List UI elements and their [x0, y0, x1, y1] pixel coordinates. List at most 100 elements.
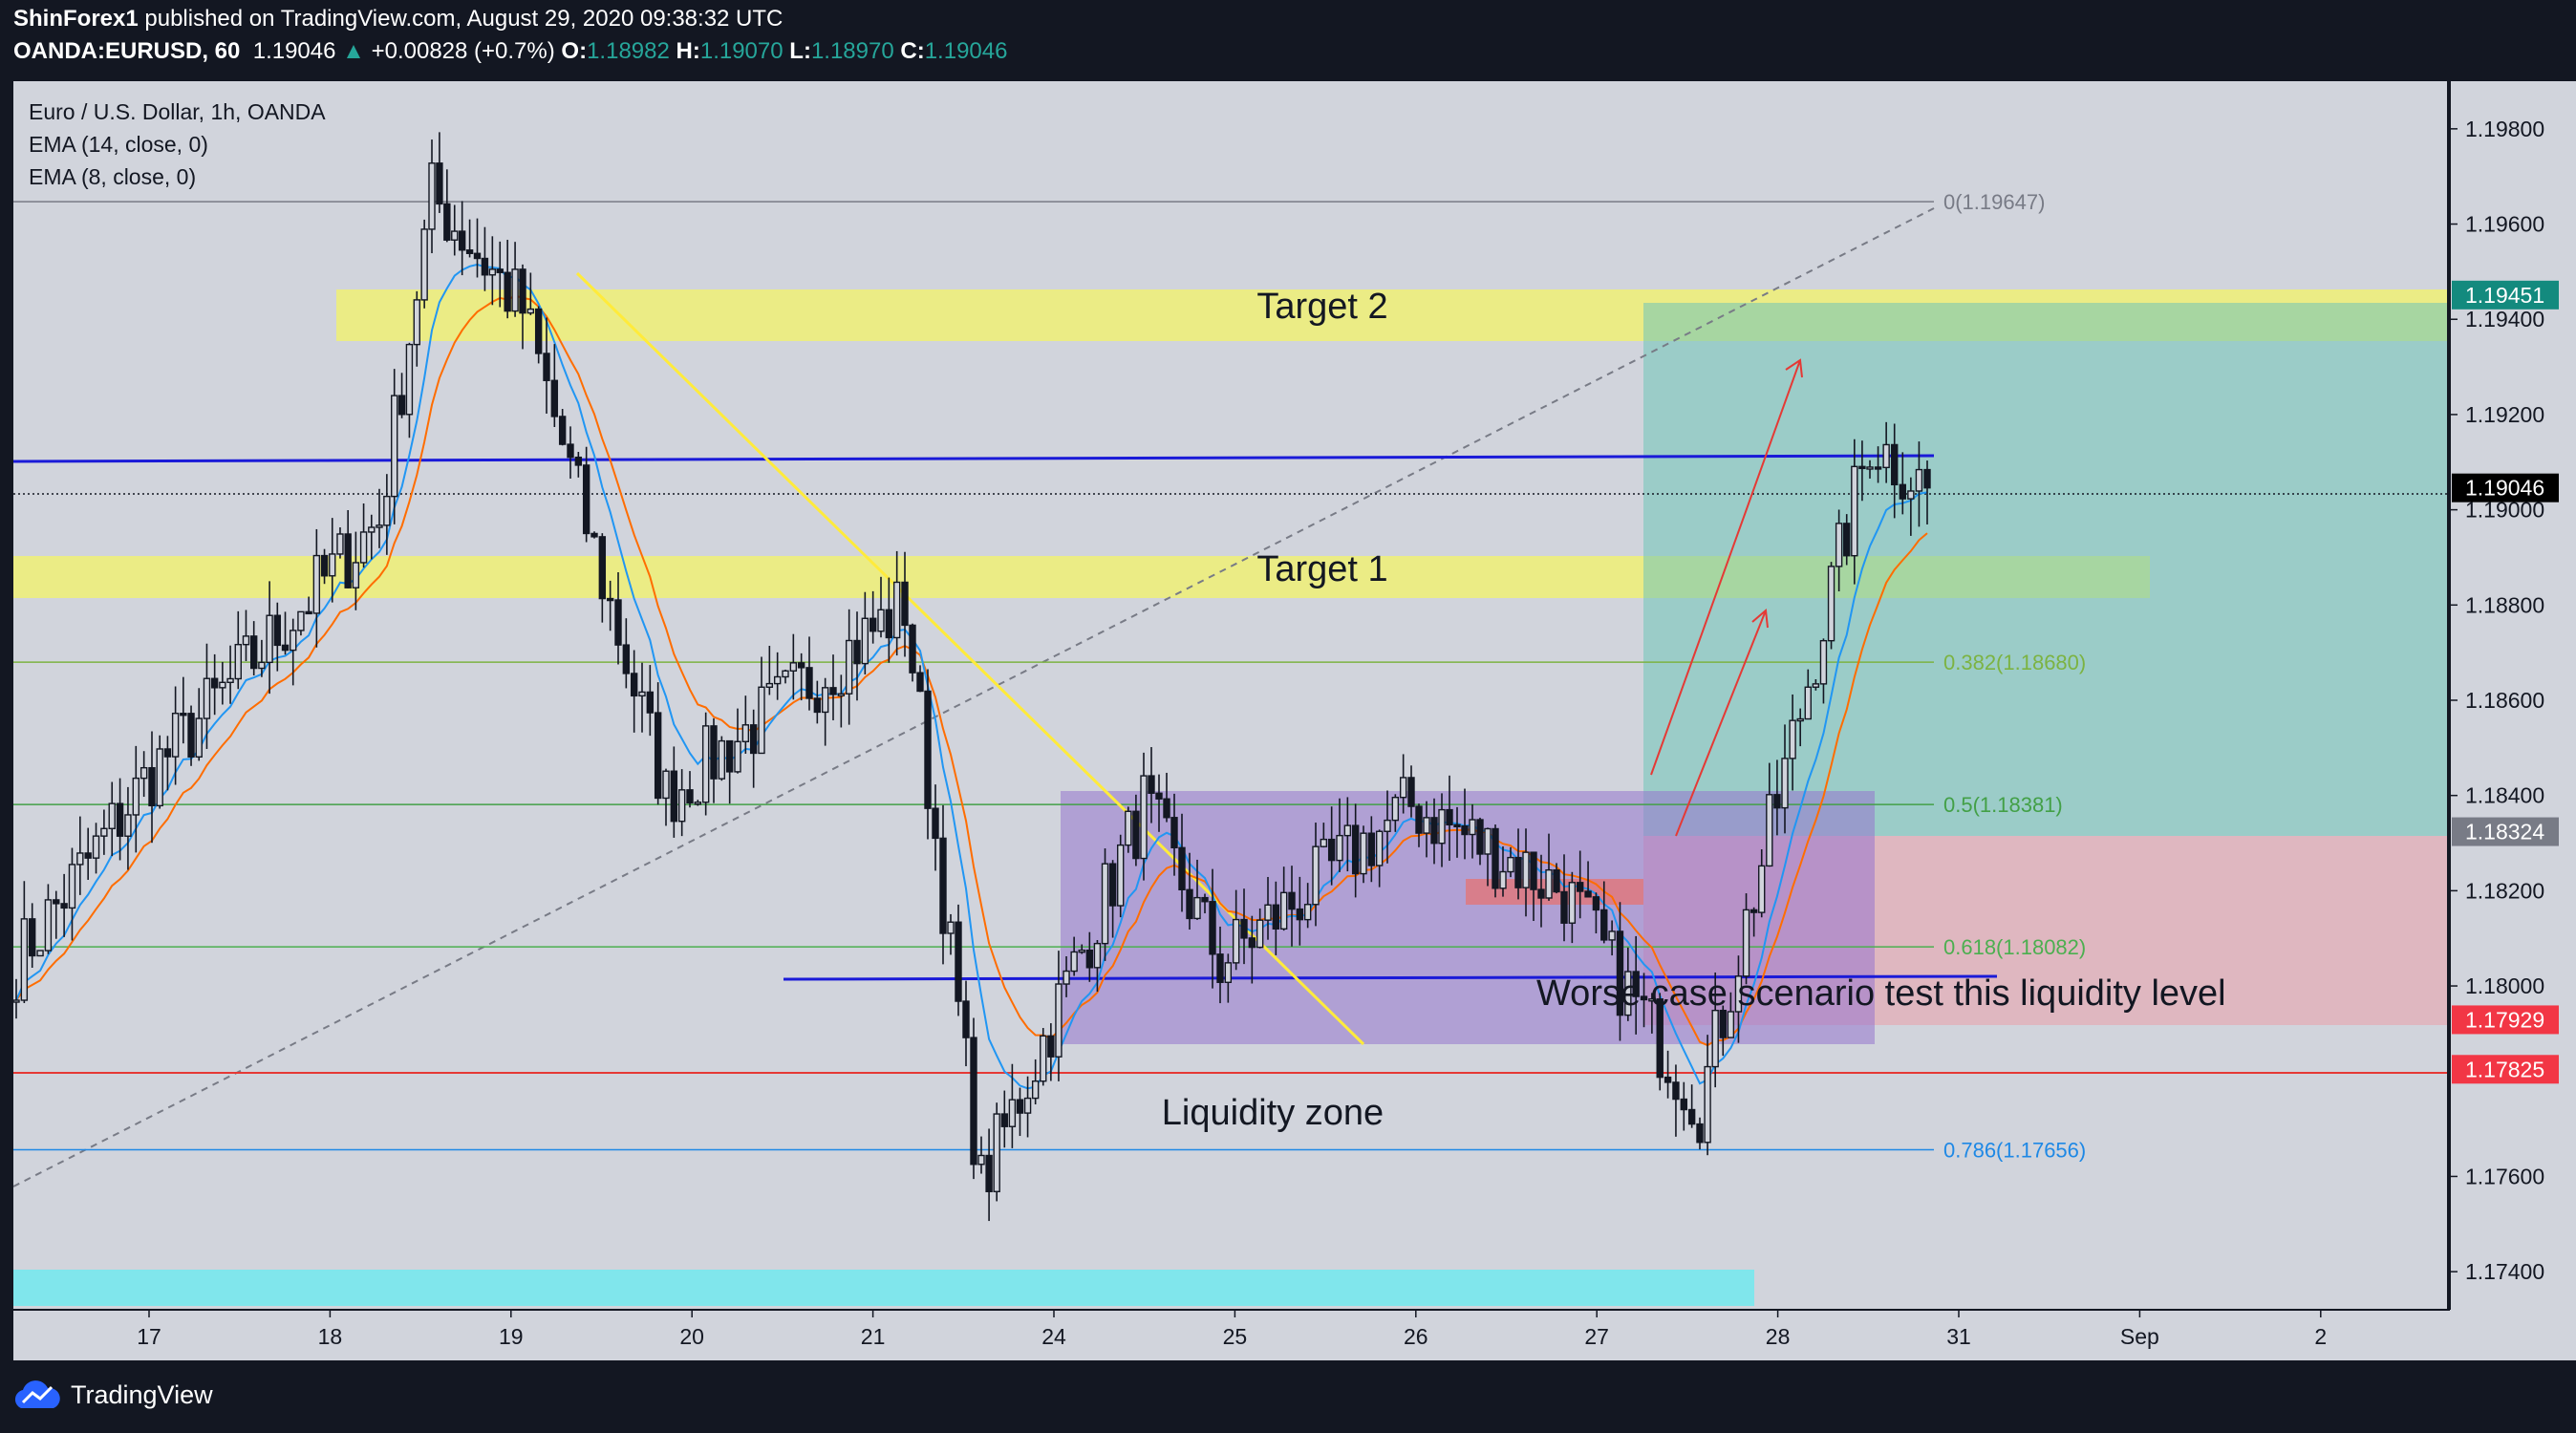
liquidity-zone-label: Liquidity zone — [1162, 1093, 1384, 1133]
y-tick-label-6: 1.18600 — [2465, 688, 2544, 713]
candle-body — [861, 617, 869, 665]
candle-body — [686, 789, 694, 804]
close-label: C: — [900, 38, 925, 64]
candle-body — [100, 827, 108, 837]
candle-body — [829, 687, 837, 695]
tradingview-logo[interactable]: TradingView — [11, 1380, 213, 1410]
candle-body — [543, 353, 550, 381]
candle-body — [124, 814, 132, 837]
chart-pane[interactable]: 0(1.19647) 0.382(1.18680) 0.5(1.18381) 0.61… — [12, 81, 2450, 1310]
candle-body — [297, 610, 305, 631]
price-tag-3 — [2452, 1005, 2559, 1035]
candle-body — [1047, 1035, 1055, 1058]
candle-body — [662, 770, 670, 800]
candle-body — [60, 903, 68, 909]
candle-body — [1296, 908, 1304, 921]
candle-body — [1758, 865, 1766, 913]
candle-body — [1132, 810, 1140, 860]
price-tag-2 — [2452, 817, 2559, 846]
candle-body — [916, 672, 924, 693]
candle-body — [749, 724, 758, 755]
projection-arrow-1 — [1650, 359, 1801, 776]
candle-body — [1530, 851, 1537, 890]
candle-body — [1680, 1098, 1687, 1111]
candle-body — [638, 691, 646, 697]
candle-body — [1704, 1065, 1711, 1144]
candle-body — [458, 230, 466, 251]
time-axis-labels: 17 18 19 20 21 24 25 26 27 28 31 Sep 2 — [137, 1310, 2327, 1349]
candle-body — [734, 740, 741, 773]
candle-body — [598, 536, 607, 600]
candle-body — [180, 713, 187, 716]
candle-body — [1438, 808, 1446, 845]
candle-body — [1108, 863, 1117, 907]
target-1-label: Target 1 — [1256, 549, 1387, 589]
candle-body — [397, 395, 406, 416]
close-value: 1.19046 — [924, 38, 1008, 64]
candle-body — [451, 230, 459, 241]
candle-body — [12, 999, 20, 1003]
candle-body — [1476, 819, 1484, 855]
candle-body — [955, 921, 962, 1002]
candle-body — [590, 532, 598, 538]
x-tick-label-7: 26 — [1404, 1324, 1428, 1349]
candle-body — [29, 918, 36, 957]
candle-body — [782, 670, 789, 678]
candle-body — [171, 713, 180, 758]
candle-body — [805, 667, 813, 699]
fib-label-1: 0.382(1.18680) — [1943, 651, 2086, 674]
candle-body — [1507, 856, 1514, 873]
candle-body — [773, 675, 782, 685]
time-axis-bg — [13, 1310, 2450, 1360]
candle-body — [614, 599, 622, 646]
candle-body — [1711, 1009, 1719, 1068]
candle-body — [488, 268, 497, 276]
high-value: 1.19070 — [699, 38, 784, 64]
candle-body — [582, 464, 590, 535]
candle-body — [741, 724, 750, 742]
candle-body — [511, 268, 519, 312]
candle-body — [1719, 1009, 1727, 1038]
candle-body — [1423, 817, 1430, 834]
candle-body — [68, 864, 76, 909]
candle-body — [606, 597, 614, 602]
x-tick-label-0: 17 — [137, 1324, 161, 1349]
ema-14-line — [15, 263, 1928, 1090]
candle-body — [140, 766, 148, 780]
y-tick-label-3: 1.19200 — [2465, 402, 2544, 427]
arrow-head-1 — [1785, 358, 1803, 378]
candle-body — [383, 495, 391, 526]
candle-body — [249, 635, 258, 670]
candle-body — [1923, 468, 1931, 489]
candle-body — [821, 687, 829, 714]
candle-body — [148, 766, 156, 807]
price-tag-labels: 1.19451 1.19046 1.18324 1.17929 1.17825 — [2452, 280, 2559, 1084]
candle-body — [84, 852, 92, 859]
candle-body — [1484, 827, 1492, 855]
price-chart[interactable]: 0(1.19647) 0.382(1.18680) 0.5(1.18381) 0.61… — [12, 81, 2450, 1310]
candle-body — [550, 379, 559, 417]
candle-body — [1055, 983, 1063, 1058]
candle-body — [1232, 918, 1240, 964]
candle-body — [436, 162, 443, 205]
candle-body — [932, 807, 939, 840]
candle-body — [1248, 937, 1256, 949]
candle-body — [413, 299, 420, 346]
candle-body — [496, 268, 504, 273]
x-tick-label-1: 18 — [318, 1324, 343, 1349]
publisher-name: ShinForex1 — [13, 6, 139, 32]
fib-label-0: 0(1.19647) — [1943, 190, 2045, 214]
candle-body — [837, 693, 846, 696]
candle-body — [1640, 995, 1648, 1001]
projection-arrow-2 — [1675, 610, 1767, 837]
candle-body — [558, 416, 567, 445]
open-label: O: — [561, 38, 588, 64]
x-tick-label-4: 21 — [861, 1324, 886, 1349]
candle-body — [1101, 863, 1109, 945]
candle-body — [1148, 775, 1155, 794]
candle-body — [1696, 1123, 1704, 1144]
candle-body — [336, 533, 344, 555]
candle-body — [1616, 930, 1624, 1016]
candle-body — [1492, 827, 1499, 889]
candle-body — [1522, 851, 1530, 888]
